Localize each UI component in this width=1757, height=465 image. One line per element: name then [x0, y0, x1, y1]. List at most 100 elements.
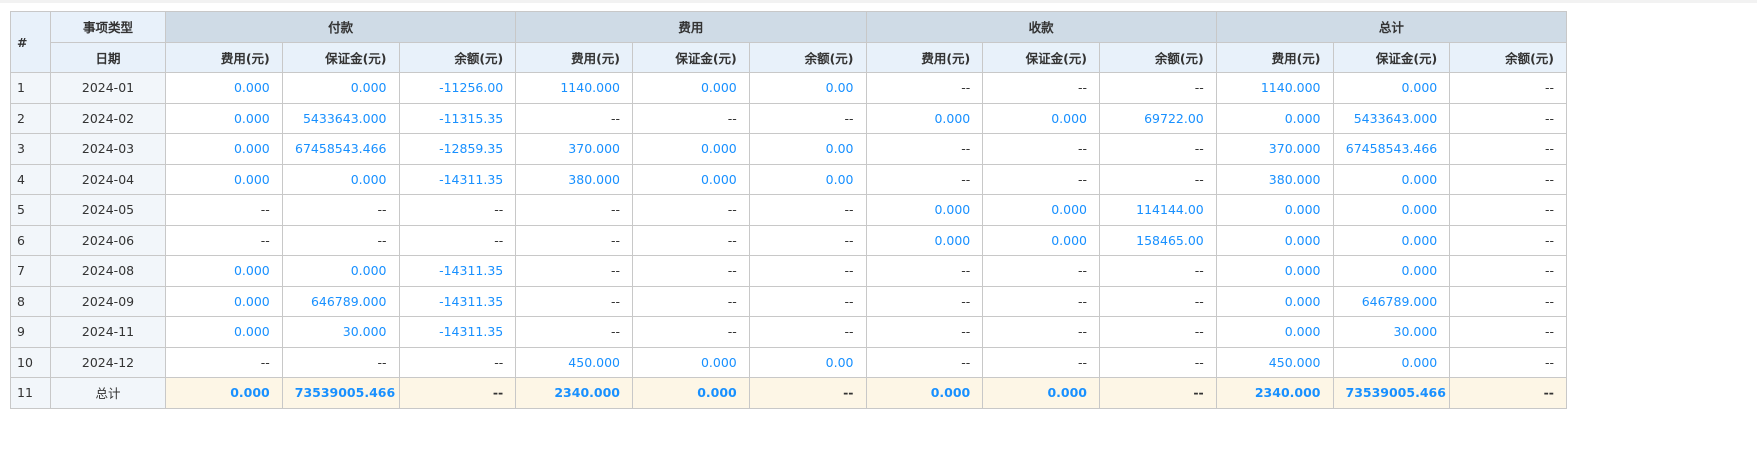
- value-cell: --: [632, 194, 750, 226]
- value-cell: --: [1099, 163, 1217, 195]
- value-cell: 0.000: [281, 255, 400, 287]
- table-row: 6 2024-06 -- -- -- -- -- -- 0.000 0.000 158465.00 0…: [10, 224, 1567, 256]
- value-cell: --: [748, 377, 867, 409]
- value-cell: --: [865, 346, 984, 378]
- index-header: #: [10, 11, 51, 73]
- value-cell: --: [281, 346, 400, 378]
- value-cell: --: [1449, 285, 1567, 317]
- value-cell: --: [398, 194, 517, 226]
- column-header: 余额(元): [398, 41, 517, 73]
- value-cell: --: [165, 224, 283, 256]
- value-cell: --: [1449, 255, 1567, 287]
- value-cell: 0.000: [632, 377, 750, 409]
- value-cell: 67458543.466: [1332, 133, 1451, 165]
- value-cell: --: [1099, 133, 1217, 165]
- value-cell: 0.00: [748, 133, 867, 165]
- group-header: 付款: [164, 11, 517, 43]
- value-cell: --: [1449, 72, 1567, 104]
- value-cell: 2340.000: [1215, 377, 1334, 409]
- value-cell: --: [865, 163, 984, 195]
- value-cell: --: [748, 102, 867, 134]
- value-cell: --: [515, 285, 633, 317]
- column-header: 保证金(元): [281, 41, 400, 73]
- value-cell: --: [398, 224, 517, 256]
- value-cell: 67458543.466: [281, 133, 400, 165]
- value-cell: 69722.00: [1099, 102, 1217, 134]
- value-cell: 0.000: [1332, 194, 1451, 226]
- row-date: 2024-06: [50, 224, 166, 256]
- value-cell: --: [865, 316, 984, 348]
- table-row: 5 2024-05 -- -- -- -- -- -- 0.000 0.000 114144.00 0…: [10, 194, 1567, 226]
- table-row: 2 2024-02 0.000 5433643.000 -11315.35 -- -- -- 0…: [10, 102, 1567, 134]
- row-date: 2024-03: [50, 133, 166, 165]
- row-index: 3: [10, 133, 51, 165]
- value-cell: 0.000: [632, 346, 750, 378]
- value-cell: 0.000: [1215, 285, 1334, 317]
- value-cell: 0.000: [865, 102, 984, 134]
- table-row: 1 2024-01 0.000 0.000 -11256.00 1140.000 0.000…: [10, 72, 1567, 104]
- value-cell: 380.000: [515, 163, 633, 195]
- value-cell: --: [1099, 255, 1217, 287]
- row-index: 11: [10, 377, 51, 409]
- value-cell: 30.000: [281, 316, 400, 348]
- value-cell: --: [632, 255, 750, 287]
- row-date: 2024-05: [50, 194, 166, 226]
- value-cell: 0.000: [982, 102, 1100, 134]
- value-cell: 0.000: [982, 194, 1100, 226]
- value-cell: 0.00: [748, 346, 867, 378]
- value-cell: --: [982, 316, 1100, 348]
- value-cell: 0.000: [165, 285, 283, 317]
- table-row: 4 2024-04 0.000 0.000 -14311.35 380.000 0.000 0…: [10, 163, 1567, 195]
- value-cell: -14311.35: [398, 316, 517, 348]
- column-header: 保证金(元): [1332, 41, 1451, 73]
- value-cell: -11256.00: [398, 72, 517, 104]
- value-cell: 1140.000: [1215, 72, 1334, 104]
- value-cell: 0.00: [748, 163, 867, 195]
- value-cell: 0.000: [165, 163, 283, 195]
- value-cell: 646789.000: [281, 285, 400, 317]
- value-cell: --: [1449, 163, 1567, 195]
- table-row: 3 2024-03 0.000 67458543.466 -12859.35 370.00…: [10, 133, 1567, 165]
- row-date: 2024-02: [50, 102, 166, 134]
- value-cell: 158465.00: [1099, 224, 1217, 256]
- row-index: 10: [10, 346, 51, 378]
- value-cell: --: [982, 163, 1100, 195]
- value-cell: --: [1449, 224, 1567, 256]
- value-cell: -14311.35: [398, 163, 517, 195]
- value-cell: --: [1449, 377, 1567, 409]
- value-cell: 0.000: [982, 377, 1100, 409]
- value-cell: 0.000: [1215, 316, 1334, 348]
- value-cell: --: [1099, 346, 1217, 378]
- value-cell: 5433643.000: [1332, 102, 1451, 134]
- header-row-subs: 日期 费用(元) 保证金(元) 余额(元) 费用(元) 保证金(元) 余额(元) 费用(元) 保…: [11, 41, 1567, 73]
- value-cell: --: [748, 285, 867, 317]
- value-cell: 0.000: [865, 224, 984, 256]
- value-cell: --: [281, 194, 400, 226]
- value-cell: 0.00: [748, 72, 867, 104]
- value-cell: 0.000: [1332, 163, 1451, 195]
- value-cell: --: [865, 133, 984, 165]
- row-index: 5: [10, 194, 51, 226]
- group-header: 收款: [865, 11, 1217, 43]
- value-cell: --: [515, 194, 633, 226]
- table-row: 7 2024-08 0.000 0.000 -14311.35 -- -- -- -- -- -- 0…: [10, 255, 1567, 287]
- value-cell: 646789.000: [1332, 285, 1451, 317]
- column-header: 保证金(元): [982, 41, 1100, 73]
- value-cell: 0.000: [165, 255, 283, 287]
- value-cell: --: [398, 346, 517, 378]
- value-cell: --: [748, 255, 867, 287]
- value-cell: 0.000: [281, 163, 400, 195]
- value-cell: --: [515, 224, 633, 256]
- value-cell: 73539005.466: [1332, 377, 1451, 409]
- value-cell: 0.000: [632, 133, 750, 165]
- table-row: 8 2024-09 0.000 646789.000 -14311.35 -- -- -- --…: [10, 285, 1567, 317]
- column-header: 费用(元): [865, 41, 984, 73]
- value-cell: 0.000: [1215, 194, 1334, 226]
- row-date: 2024-08: [50, 255, 166, 287]
- row-date: 2024-01: [50, 72, 166, 104]
- value-cell: 0.000: [165, 102, 283, 134]
- column-header: 费用(元): [165, 41, 283, 73]
- value-cell: 0.000: [281, 72, 400, 104]
- value-cell: 0.000: [632, 163, 750, 195]
- value-cell: 0.000: [632, 72, 750, 104]
